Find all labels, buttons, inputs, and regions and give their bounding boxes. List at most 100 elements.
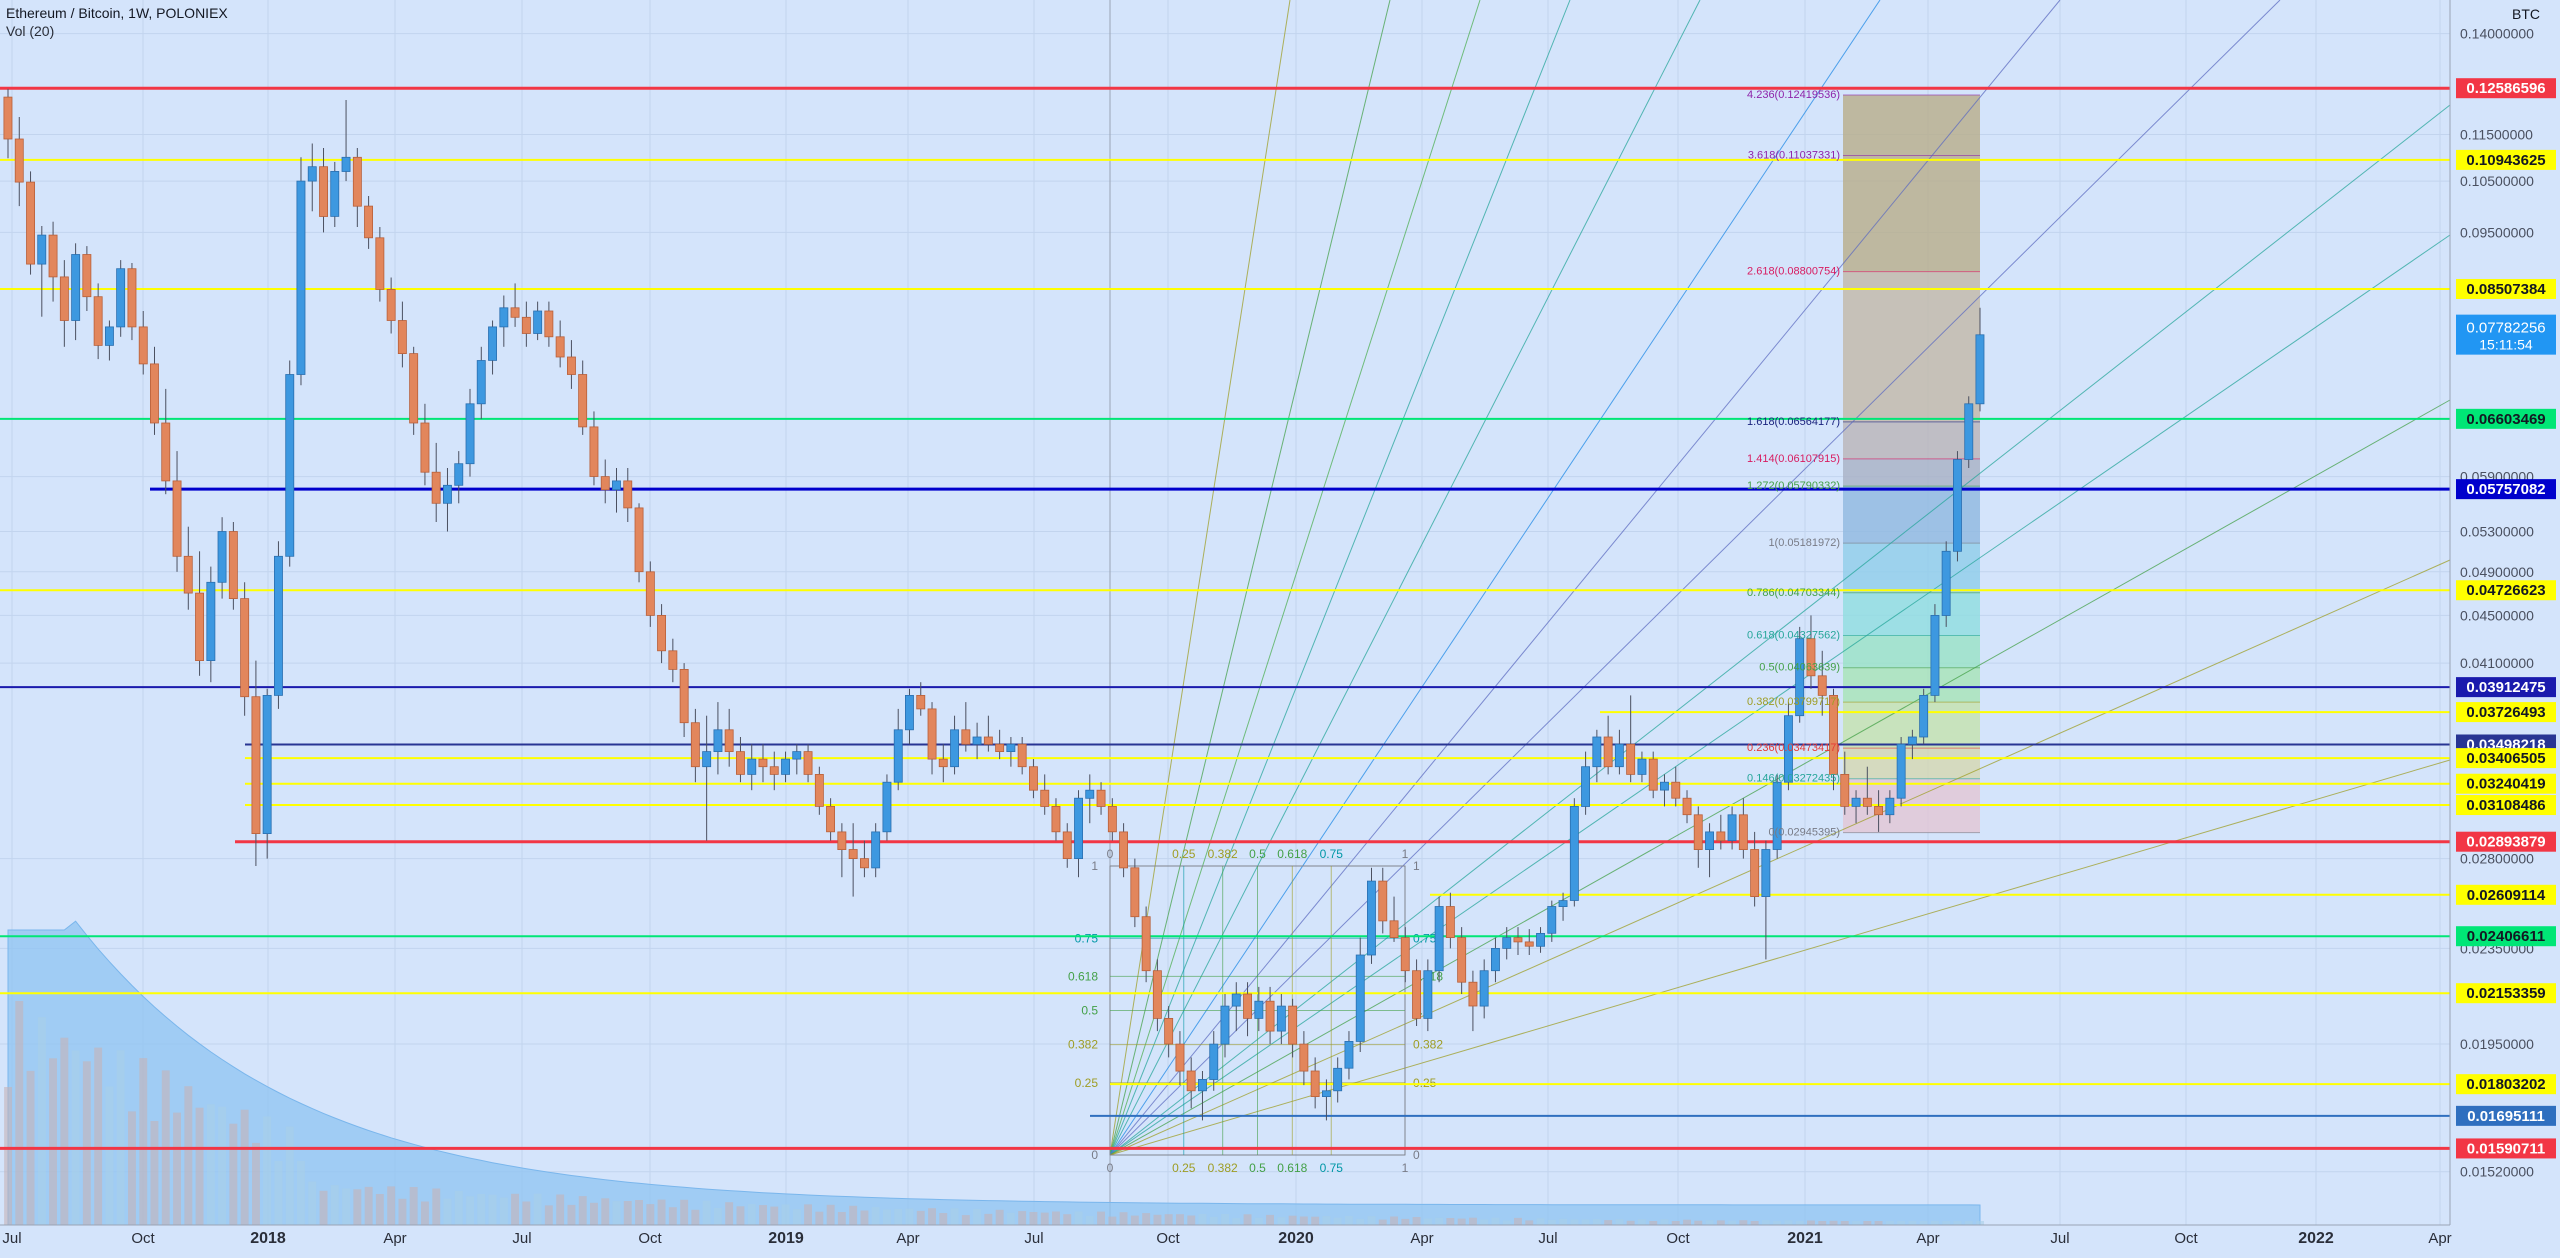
- candle-down: [826, 806, 836, 833]
- candle-up: [1547, 906, 1557, 934]
- candle-down: [589, 426, 599, 477]
- candle-down: [769, 766, 779, 775]
- volume-bar: [4, 1087, 12, 1225]
- candle-down: [567, 356, 576, 375]
- time-axis-bg: [0, 1225, 2450, 1258]
- volume-bar: [1976, 1221, 1984, 1225]
- candle-down: [1750, 849, 1760, 897]
- candle-up: [702, 751, 712, 768]
- volume-bar: [1119, 1212, 1128, 1225]
- volume-bar: [1457, 1218, 1466, 1225]
- candle-down: [521, 316, 531, 334]
- volume-bar: [747, 1204, 756, 1225]
- candle-up: [105, 326, 114, 346]
- candle-down: [183, 555, 193, 594]
- candle-down: [938, 758, 948, 768]
- volume-bar: [1491, 1217, 1500, 1225]
- gann-top-label: 0.25: [1172, 847, 1196, 861]
- candle-up: [1536, 933, 1546, 947]
- volume-bar: [1040, 1212, 1049, 1225]
- volume-bar: [1773, 1221, 1782, 1225]
- candle-up: [1896, 743, 1906, 799]
- candle-down: [14, 138, 24, 183]
- candle-up: [116, 268, 126, 328]
- price-level-tag-label: 0.01695111: [2467, 1108, 2545, 1125]
- volume-bar: [477, 1194, 486, 1225]
- candle-up: [1795, 638, 1805, 717]
- volume-bar: [375, 1194, 384, 1225]
- volume-bar: [1547, 1219, 1556, 1225]
- volume-bar: [1795, 1221, 1804, 1225]
- volume-bar: [308, 1181, 317, 1225]
- volume-bar: [466, 1196, 474, 1225]
- candle-down: [1029, 766, 1038, 791]
- candle-up: [442, 484, 452, 504]
- fib-level-label: 0.382(0.03799717): [1747, 696, 1840, 708]
- candle-up: [1581, 766, 1591, 807]
- gann-left-label: 0.5: [1081, 1004, 1098, 1018]
- candle-down: [1299, 1043, 1309, 1072]
- volume-bar: [1874, 1221, 1883, 1225]
- volume-bar: [263, 1116, 272, 1225]
- last-price-countdown: 15:11:54: [2479, 337, 2533, 353]
- fib-band: [1843, 271, 1980, 422]
- fib-level-label: 0.786(0.04703344): [1747, 587, 1840, 599]
- candle-down: [555, 336, 565, 358]
- candle-up: [273, 555, 283, 696]
- candle-down: [1457, 937, 1467, 983]
- price-level-tag: [2456, 795, 2556, 816]
- price-level-tag: [2456, 479, 2556, 500]
- volume-bar: [274, 1161, 283, 1225]
- volume-bar: [1885, 1221, 1894, 1225]
- time-tick-label: Apr: [1410, 1230, 1433, 1247]
- candle-down: [319, 166, 329, 217]
- candle-up: [1964, 403, 1974, 460]
- candle-down: [736, 751, 745, 775]
- time-tick-label: 2018: [250, 1230, 286, 1247]
- candle-down: [1648, 758, 1658, 791]
- gann-right-label: 0: [1413, 1148, 1420, 1162]
- gann-top-label: 0.618: [1277, 847, 1307, 861]
- volume-bar: [1176, 1214, 1184, 1225]
- grid-lines: [0, 0, 2450, 1225]
- time-tick-label: 2020: [1278, 1230, 1314, 1247]
- gann-fan-line: [1109, 0, 2281, 1156]
- candle-down: [645, 571, 655, 616]
- candle-up: [1558, 900, 1568, 907]
- volume-bar: [1908, 1221, 1917, 1225]
- volume-bar: [353, 1189, 362, 1225]
- price-tick-label: 0.09500000: [2460, 224, 2534, 240]
- candle-down: [1051, 806, 1061, 833]
- candle-down: [657, 615, 667, 652]
- fib-level-label: 0.5(0.04063639): [1759, 662, 1840, 674]
- candle-up: [296, 180, 306, 375]
- gann-bottom-label: 0.382: [1208, 1161, 1238, 1175]
- volume-bar: [1209, 1216, 1218, 1225]
- volume-bar: [601, 1198, 610, 1225]
- price-tick-label: 0.04100000: [2460, 655, 2534, 671]
- candle-down: [578, 374, 588, 428]
- price-level-tag: [2456, 408, 2556, 429]
- candle-up: [781, 758, 791, 775]
- volume-bar: [1007, 1212, 1015, 1225]
- candle-up: [871, 831, 881, 869]
- volume-bar: [916, 1210, 925, 1225]
- time-tick-label: 2021: [1787, 1230, 1823, 1247]
- volume-indicator-label[interactable]: Vol (20): [6, 23, 55, 39]
- gann-top-label: 0.75: [1320, 847, 1344, 861]
- price-level-tag-label: 0.12586596: [2466, 80, 2545, 97]
- candles: [3, 88, 1985, 1121]
- volume-bar: [1254, 1217, 1263, 1225]
- candle-down: [1141, 916, 1151, 972]
- volume-bar: [1052, 1211, 1060, 1225]
- volume-bar: [1604, 1220, 1613, 1225]
- volume-bar: [714, 1207, 722, 1225]
- chart-title[interactable]: Ethereum / Bitcoin, 1W, POLONIEX: [6, 5, 228, 21]
- volume-bar: [1266, 1214, 1274, 1225]
- volume-bar: [1221, 1214, 1229, 1225]
- volume-bar: [1931, 1221, 1939, 1225]
- volume-bar: [1536, 1218, 1545, 1225]
- candle-down: [927, 708, 937, 760]
- volume-bar: [1649, 1221, 1658, 1225]
